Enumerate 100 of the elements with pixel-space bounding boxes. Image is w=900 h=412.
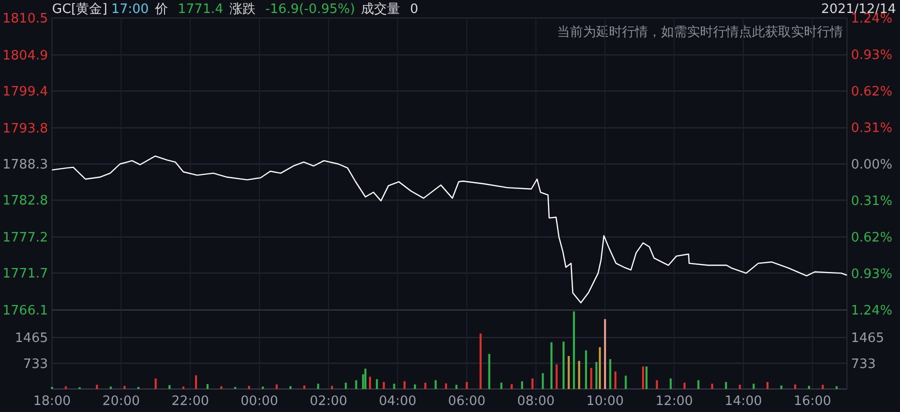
bar xyxy=(684,382,686,389)
y-tick-label: 1810.5 xyxy=(2,12,48,27)
x-tick-label: 16:00 xyxy=(794,394,832,409)
chart-title: GC[黄金] xyxy=(52,2,108,17)
bar xyxy=(780,385,782,389)
y2-tick-label: 733 xyxy=(851,356,876,372)
bar xyxy=(206,384,209,389)
y-tick-label: 1777.2 xyxy=(2,230,48,246)
bar xyxy=(248,386,250,389)
y2-tick-label: 0.93% xyxy=(851,48,892,64)
bar xyxy=(434,380,437,389)
line-series xyxy=(51,156,848,304)
x-tick-label: 08:00 xyxy=(517,394,555,409)
bar xyxy=(725,382,728,389)
text: 17:00 xyxy=(111,2,149,17)
bar xyxy=(590,368,592,389)
y-tick-label: 733 xyxy=(23,356,48,372)
bar xyxy=(303,385,306,389)
x-tick-label: 18:00 xyxy=(33,394,71,409)
bar xyxy=(614,371,616,389)
text: -16.9(-0.95%) xyxy=(265,2,356,17)
bar xyxy=(766,382,768,389)
text: 价 xyxy=(154,2,168,17)
bar xyxy=(646,366,648,389)
bar xyxy=(794,384,796,389)
text: 涨跌 xyxy=(229,2,256,17)
y2-tick-label: 0.62% xyxy=(851,230,892,246)
y-tick-label: 1788.3 xyxy=(2,158,48,173)
bar xyxy=(585,350,588,389)
bar xyxy=(624,376,627,389)
bar xyxy=(124,386,126,389)
y2-tick-label: 0.00% xyxy=(851,158,892,173)
x-tick-label: 00:00 xyxy=(240,394,278,409)
y-tick-label: 1771.7 xyxy=(2,266,48,282)
y-tick-label: 1766.1 xyxy=(2,304,48,319)
bar xyxy=(154,378,157,389)
bar xyxy=(531,378,534,389)
bar xyxy=(369,376,371,389)
annotation: 当前为延时行情，如需实时行情点此获取实时行情 xyxy=(557,25,843,40)
bar xyxy=(466,382,468,389)
bar xyxy=(550,342,552,389)
x-tick-label: 04:00 xyxy=(378,394,416,409)
bar xyxy=(808,386,810,389)
bar xyxy=(488,354,490,389)
bar xyxy=(414,384,416,389)
bar xyxy=(604,319,606,389)
bar xyxy=(752,384,755,389)
bar xyxy=(445,383,448,389)
bar xyxy=(521,381,524,389)
bar xyxy=(290,386,292,389)
bar xyxy=(822,384,824,389)
y-tick-label: 1793.8 xyxy=(2,121,48,136)
y2-tick-label: 0.93% xyxy=(851,267,892,282)
bar xyxy=(364,368,366,389)
y2-tick-label: 0.31% xyxy=(851,194,892,210)
bar xyxy=(556,364,558,389)
bar xyxy=(836,386,838,389)
x-tick-label: 10:00 xyxy=(586,394,624,409)
x-tick-label: 06:00 xyxy=(448,394,486,409)
bar xyxy=(220,386,222,389)
text: 0 xyxy=(410,2,418,17)
y2-tick-label: 0.62% xyxy=(851,84,892,100)
bar xyxy=(572,311,575,389)
y2-tick-label: 1.24% xyxy=(851,12,892,27)
bar xyxy=(355,380,358,389)
bar xyxy=(510,384,513,389)
x-tick-label: 20:00 xyxy=(102,394,140,409)
bar xyxy=(609,359,612,389)
x-tick-label: 02:00 xyxy=(310,394,348,409)
bar xyxy=(697,380,700,389)
bar xyxy=(64,386,67,389)
bar xyxy=(455,384,458,389)
bar xyxy=(711,384,714,389)
bar xyxy=(598,347,601,389)
y2-tick-label: 1465 xyxy=(851,331,884,346)
bar xyxy=(480,334,482,389)
bar xyxy=(595,362,598,389)
bar xyxy=(578,360,580,389)
text: 1771.4 xyxy=(178,2,224,17)
bar xyxy=(404,381,406,389)
x-tick-label: 14:00 xyxy=(724,394,762,409)
bar xyxy=(344,382,347,389)
bar xyxy=(195,375,198,389)
bar xyxy=(96,384,98,389)
bar xyxy=(656,380,658,389)
text: 成交量 xyxy=(361,1,400,17)
bar xyxy=(738,384,741,389)
bar xyxy=(642,366,644,389)
bar xyxy=(500,382,502,389)
bar xyxy=(168,385,171,389)
bar xyxy=(542,373,544,389)
bar xyxy=(424,382,426,389)
x-tick-label: 22:00 xyxy=(172,394,209,409)
bar xyxy=(568,356,570,389)
bar xyxy=(317,384,320,389)
y2-tick-label: 1.24% xyxy=(851,304,892,319)
y-tick-label: 1804.9 xyxy=(2,48,48,64)
y-tick-label: 1799.4 xyxy=(2,84,48,100)
bar xyxy=(330,386,333,389)
x-tick-label: 12:00 xyxy=(655,394,693,409)
